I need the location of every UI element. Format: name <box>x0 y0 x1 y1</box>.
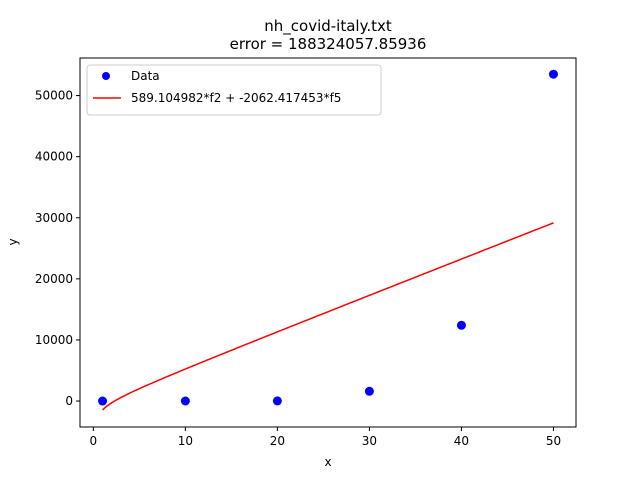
y-axis-label: y <box>6 238 20 245</box>
legend-marker-data <box>102 72 110 80</box>
x-tick-label: 30 <box>362 434 377 448</box>
x-tick-label: 20 <box>270 434 285 448</box>
axes-layer: 0 10 20 30 40 50 0 10000 20000 30000 40000 50000 <box>35 89 561 448</box>
chart-title-line-2: error = 188324057.85936 <box>230 35 427 53</box>
y-tick-label: 30000 <box>35 211 73 225</box>
data-point <box>548 69 558 79</box>
data-point <box>180 396 190 406</box>
series-layer <box>98 69 558 411</box>
fit-line <box>102 222 554 411</box>
y-tick-label: 50000 <box>35 89 73 103</box>
plot-area <box>80 58 576 427</box>
y-tick-label: 20000 <box>35 272 73 286</box>
legend-label-fit: 589.104982*f2 + -2062.417453*f5 <box>131 91 341 105</box>
y-tick-label: 0 <box>65 394 73 408</box>
plot-frame <box>79 57 577 428</box>
data-point <box>456 320 466 330</box>
y-tick-label: 40000 <box>35 150 73 164</box>
legend: Data 589.104982*f2 + -2062.417453*f5 <box>86 64 382 116</box>
data-point <box>98 396 108 406</box>
legend-box <box>86 64 382 116</box>
y-tick-label: 10000 <box>35 333 73 347</box>
chart-title-line-1: nh_covid-italy.txt <box>264 17 392 36</box>
x-tick-label: 50 <box>546 434 561 448</box>
data-point <box>364 386 374 396</box>
x-tick-label: 10 <box>178 434 193 448</box>
x-axis-label: x <box>324 455 331 469</box>
x-tick-label: 0 <box>90 434 98 448</box>
data-point <box>272 396 282 406</box>
x-tick-label: 40 <box>454 434 469 448</box>
legend-label-data: Data <box>131 69 160 83</box>
